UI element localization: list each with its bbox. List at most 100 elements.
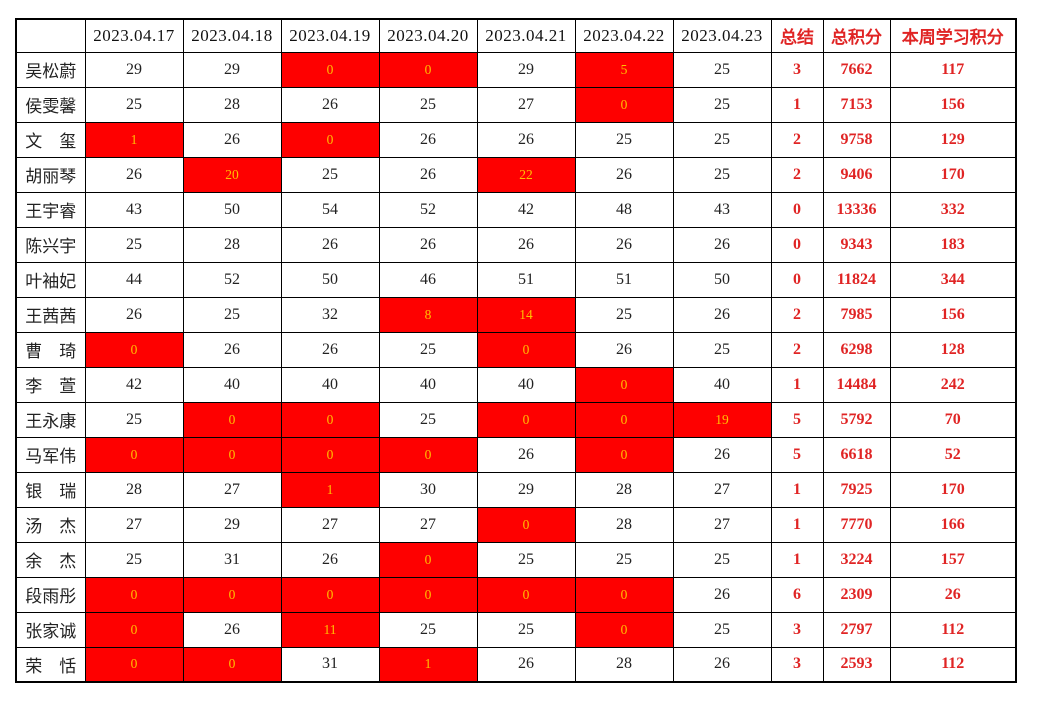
day-cell: 20	[182, 156, 282, 193]
week-points-cell: 332	[889, 191, 1017, 228]
date-header-cell: 2023.04.18	[182, 18, 282, 53]
day-cell: 26	[182, 331, 282, 368]
student-row: 陈兴宇 25 28 26 26 26 26 26 0 9343 183	[15, 226, 1017, 263]
summary-cell: 2	[770, 121, 824, 158]
day-cell: 26	[574, 226, 674, 263]
day-cell: 0	[574, 436, 674, 473]
day-cell: 26	[672, 226, 772, 263]
day-cell: 44	[84, 261, 184, 298]
day-cell: 26	[672, 646, 772, 683]
day-cell: 0	[378, 576, 478, 613]
day-cell: 1	[84, 121, 184, 158]
day-cell: 0	[280, 576, 380, 613]
day-cell: 19	[672, 401, 772, 438]
day-cell: 0	[182, 576, 282, 613]
day-cell: 25	[672, 86, 772, 123]
day-cell: 0	[182, 401, 282, 438]
total-points-cell: 3224	[822, 541, 891, 578]
weekly-points-table: 2023.04.17 2023.04.18 2023.04.19 2023.04.20…	[15, 18, 1017, 683]
week-points-cell: 129	[889, 121, 1017, 158]
day-cell: 27	[672, 471, 772, 508]
day-cell: 28	[574, 506, 674, 543]
student-name-cell: 胡丽琴	[15, 156, 86, 193]
day-cell: 40	[672, 366, 772, 403]
student-row: 王茜茜 26 25 32 8 14 25 26 2 7985 156	[15, 296, 1017, 333]
day-cell: 25	[574, 121, 674, 158]
day-cell: 0	[476, 401, 576, 438]
total-points-cell: 9343	[822, 226, 891, 263]
summary-cell: 5	[770, 401, 824, 438]
day-cell: 43	[672, 191, 772, 228]
day-cell: 0	[476, 506, 576, 543]
day-cell: 27	[378, 506, 478, 543]
day-cell: 26	[476, 226, 576, 263]
day-cell: 26	[84, 296, 184, 333]
week-points-cell: 112	[889, 611, 1017, 648]
week-points-cell: 112	[889, 646, 1017, 683]
day-cell: 28	[182, 86, 282, 123]
summary-cell: 1	[770, 86, 824, 123]
day-cell: 26	[280, 86, 380, 123]
day-cell: 25	[378, 611, 478, 648]
summary-cell: 0	[770, 226, 824, 263]
day-cell: 25	[84, 541, 184, 578]
week-points-cell: 170	[889, 156, 1017, 193]
total-points-header: 总积分	[822, 18, 891, 53]
day-cell: 28	[574, 471, 674, 508]
day-cell: 25	[476, 541, 576, 578]
day-cell: 25	[672, 331, 772, 368]
student-row: 侯雯馨 25 28 26 25 27 0 25 1 7153 156	[15, 86, 1017, 123]
student-name-cell: 张家诚	[15, 611, 86, 648]
week-points-cell: 156	[889, 86, 1017, 123]
day-cell: 27	[84, 506, 184, 543]
day-cell: 25	[84, 401, 184, 438]
total-points-cell: 13336	[822, 191, 891, 228]
day-cell: 0	[280, 51, 380, 88]
day-cell: 26	[574, 156, 674, 193]
day-cell: 22	[476, 156, 576, 193]
day-cell: 0	[280, 436, 380, 473]
week-points-cell: 166	[889, 506, 1017, 543]
student-row: 汤 杰 27 29 27 27 0 28 27 1 7770 166	[15, 506, 1017, 543]
student-name-cell: 余 杰	[15, 541, 86, 578]
week-points-cell: 183	[889, 226, 1017, 263]
summary-cell: 2	[770, 296, 824, 333]
total-points-cell: 2309	[822, 576, 891, 613]
total-points-cell: 7925	[822, 471, 891, 508]
date-header-cell: 2023.04.17	[84, 18, 184, 53]
day-cell: 46	[378, 261, 478, 298]
summary-cell: 6	[770, 576, 824, 613]
day-cell: 0	[84, 611, 184, 648]
day-cell: 0	[84, 646, 184, 683]
day-cell: 27	[182, 471, 282, 508]
day-cell: 31	[182, 541, 282, 578]
day-cell: 0	[182, 436, 282, 473]
student-row: 胡丽琴 26 20 25 26 22 26 25 2 9406 170	[15, 156, 1017, 193]
day-cell: 25	[182, 296, 282, 333]
header-row: 2023.04.17 2023.04.18 2023.04.19 2023.04.20…	[15, 18, 1017, 53]
day-cell: 40	[378, 366, 478, 403]
total-points-cell: 7662	[822, 51, 891, 88]
total-points-cell: 9406	[822, 156, 891, 193]
student-row: 吴松蔚 29 29 0 0 29 5 25 3 7662 117	[15, 51, 1017, 88]
day-cell: 25	[672, 51, 772, 88]
day-cell: 54	[280, 191, 380, 228]
total-points-cell: 6298	[822, 331, 891, 368]
day-cell: 0	[574, 576, 674, 613]
day-cell: 26	[280, 541, 380, 578]
day-cell: 25	[672, 611, 772, 648]
day-cell: 25	[672, 121, 772, 158]
day-cell: 29	[182, 506, 282, 543]
summary-cell: 2	[770, 156, 824, 193]
summary-cell: 1	[770, 506, 824, 543]
day-cell: 26	[280, 331, 380, 368]
day-cell: 27	[280, 506, 380, 543]
day-cell: 25	[378, 331, 478, 368]
day-cell: 0	[84, 331, 184, 368]
day-cell: 26	[476, 436, 576, 473]
day-cell: 27	[476, 86, 576, 123]
summary-cell: 3	[770, 646, 824, 683]
day-cell: 0	[280, 401, 380, 438]
week-points-cell: 157	[889, 541, 1017, 578]
day-cell: 25	[574, 541, 674, 578]
